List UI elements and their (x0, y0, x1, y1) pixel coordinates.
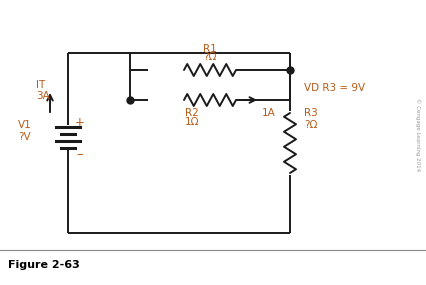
Text: –: – (77, 148, 83, 162)
Text: +: + (75, 117, 85, 129)
Text: IT: IT (36, 80, 45, 90)
Text: V1: V1 (18, 120, 32, 130)
Text: © Cengage Learning 2014: © Cengage Learning 2014 (415, 98, 421, 172)
Text: 3A: 3A (36, 91, 50, 101)
Text: R3: R3 (304, 108, 318, 118)
Text: ?Ω: ?Ω (203, 52, 217, 62)
Text: R1: R1 (203, 44, 217, 54)
Text: ?Ω: ?Ω (304, 120, 317, 130)
Text: 1A: 1A (262, 108, 276, 118)
Text: ?V: ?V (18, 132, 31, 142)
Text: Figure 2-63: Figure 2-63 (8, 260, 80, 270)
Text: VD R3 = 9V: VD R3 = 9V (304, 83, 365, 93)
Text: 1Ω: 1Ω (185, 117, 199, 127)
Text: R2: R2 (185, 108, 199, 118)
